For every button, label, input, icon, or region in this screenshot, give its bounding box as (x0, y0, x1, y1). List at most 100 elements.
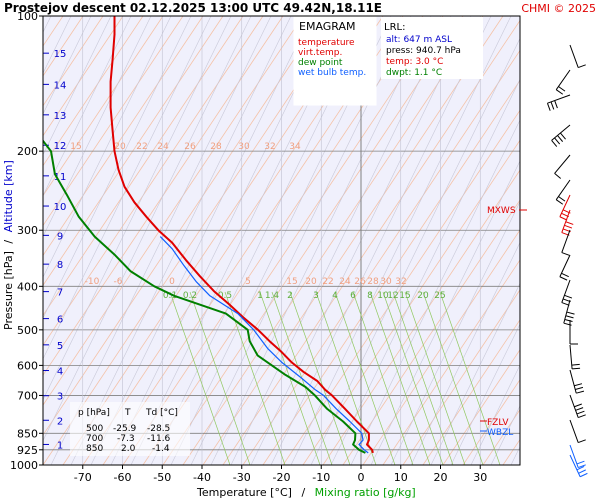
dry-adiabat-line (462, 378, 520, 465)
moist-adiabat-line (43, 16, 112, 156)
legend-item-dew-point: dew point (298, 58, 343, 68)
wind-barb (569, 344, 581, 370)
legend-item-temperature: temperature (298, 38, 355, 48)
isotherm-label: 22 (322, 277, 333, 287)
mixing-ratio-label: 4 (332, 291, 338, 301)
dry-adiabat-line (43, 16, 244, 317)
wind-barb (559, 254, 571, 281)
x-tick-label: 0 (358, 471, 365, 484)
mxws-label: MXWS (487, 206, 516, 216)
x-axis-label-sep: / (301, 486, 305, 499)
table-cell: 500 (86, 424, 103, 434)
dry-adiabat-line (43, 16, 184, 227)
y-axis-label-pressure: Pressure [hPa] (2, 251, 15, 330)
table-cell: -11.6 (147, 434, 171, 444)
isotherm-label: 20 (114, 142, 126, 152)
wind-barb (551, 124, 571, 147)
wind-barb (555, 179, 571, 205)
moist-adiabat-line (43, 16, 252, 442)
altitude-tick-label: 14 (54, 80, 67, 91)
table-header-td: Td [°C] (145, 408, 178, 418)
series-dew-point-line (43, 139, 366, 454)
mixing-ratio-label: 1.4 (265, 291, 280, 301)
dry-adiabat-line (262, 79, 520, 465)
altitude-tick-label: 10 (54, 202, 67, 213)
moist-adiabat-line (310, 37, 520, 465)
legend-item-wet-bulb: wet bulb temp. (298, 68, 366, 78)
wind-barb (559, 194, 571, 221)
wind-barb (561, 209, 574, 236)
wbzl-label: WBZL (487, 428, 513, 438)
copyright-label: CHMI © 2025 (521, 2, 596, 15)
isotherm-label: 28 (367, 277, 379, 287)
y-tick-label: 400 (17, 280, 38, 293)
altitude-tick-label: 6 (57, 315, 63, 326)
x-tick-label: -20 (273, 471, 291, 484)
x-tick-label: 30 (473, 471, 487, 484)
x-tick-label: -10 (312, 471, 330, 484)
x-tick-label: -30 (233, 471, 251, 484)
y-tick-label: 200 (17, 145, 38, 158)
moist-adiabat-line (43, 16, 232, 401)
svg-text:Pressure [hPa] /: Pressure [hPa] / Altitude [km] (2, 160, 15, 330)
moist-adiabat-line (390, 201, 520, 465)
y-tick-label: 600 (17, 359, 38, 372)
dry-adiabat-line (322, 169, 520, 465)
moist-adiabat-line (370, 160, 520, 465)
y-tick-label: 850 (17, 427, 38, 440)
mixing-ratio-label: 3 (313, 291, 319, 301)
y-tick-label: 100 (17, 10, 38, 23)
dry-adiabat-line (422, 319, 520, 465)
mixing-ratio-label: 0.5 (218, 291, 232, 301)
isotherm-label: 5 (245, 277, 251, 287)
altitude-tick-label: 9 (57, 231, 63, 242)
dry-adiabat-line (43, 16, 124, 137)
moist-adiabat-line (50, 16, 272, 465)
wind-barb (569, 369, 585, 394)
lrl-title: LRL: (384, 22, 405, 33)
altitude-tick-label: 2 (57, 416, 63, 427)
table-cell: 700 (86, 434, 103, 444)
isotherm-label: 24 (339, 277, 351, 287)
isotherm-label: -10 (85, 277, 100, 287)
moist-adiabat-line (430, 282, 520, 465)
dry-adiabat-line (342, 199, 520, 465)
dry-adiabat-line (182, 16, 484, 465)
moist-adiabat-line (70, 16, 292, 465)
wind-barb (546, 94, 571, 111)
y-tick-label: 700 (17, 389, 38, 402)
isotherm-label: -6 (114, 277, 123, 287)
mixing-ratio-line (439, 291, 501, 465)
isotherm-label: 32 (264, 142, 275, 152)
moist-adiabat-line (410, 241, 520, 465)
mixing-ratio-label: 8 (367, 291, 373, 301)
x-axis-title: Temperature [°C] / Mixing ratio [g/kg] (196, 486, 416, 499)
wind-barb (563, 299, 575, 326)
mixing-ratio-label: 12 (387, 291, 398, 301)
mixing-ratio-label: 0.1 (163, 291, 177, 301)
x-tick-label: -40 (193, 471, 211, 484)
mixing-ratio-line (289, 291, 351, 465)
mixing-ratio-label: 6 (350, 291, 356, 301)
isotherm-label: 30 (238, 142, 250, 152)
moist-adiabat-line (470, 364, 520, 465)
series-temperature-line (109, 16, 374, 454)
moist-adiabat-line (450, 323, 520, 465)
mixing-ratio-line (334, 291, 396, 465)
moist-adiabat-line (43, 16, 132, 197)
dry-adiabat-line (222, 19, 520, 465)
moist-adiabat-line (43, 16, 172, 278)
legend-title: EMAGRAM (299, 20, 356, 33)
dry-adiabat-line (202, 16, 504, 465)
altitude-tick-label: 12 (54, 141, 67, 152)
altitude-tick-label: 3 (57, 392, 63, 403)
wind-barb (569, 394, 586, 419)
dry-adiabat-line (362, 229, 520, 465)
dry-adiabat-line (43, 16, 284, 376)
x-axis-label-mixing: Mixing ratio [g/kg] (315, 486, 416, 499)
mixing-ratio-line (422, 291, 484, 465)
lrl-alt: alt: 647 m ASL (386, 35, 452, 45)
dry-adiabat-line (162, 16, 464, 465)
mixing-ratio-line (169, 291, 231, 465)
x-tick-label: -70 (74, 471, 92, 484)
